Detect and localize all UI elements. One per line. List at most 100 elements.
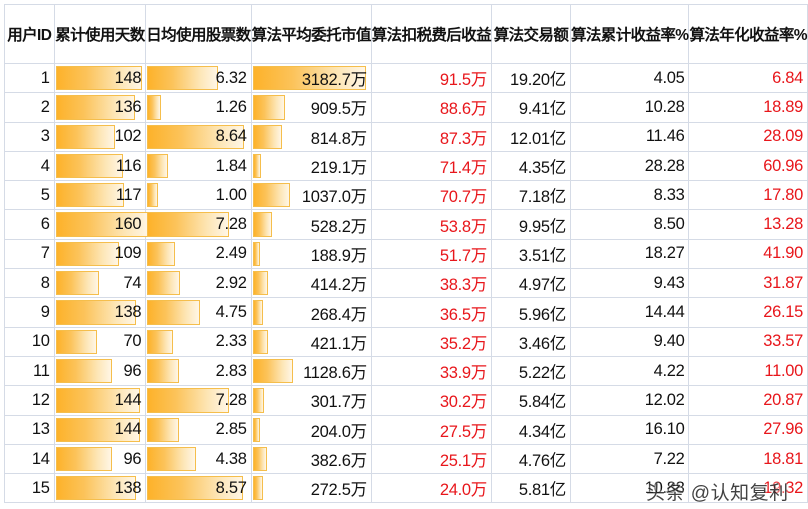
cell-user-id[interactable]: 12 bbox=[4, 385, 55, 416]
cell-user-id[interactable]: 14 bbox=[4, 443, 55, 475]
cell-net-profit[interactable]: 88.6万 bbox=[370, 92, 492, 123]
cell-cumulative-days[interactable]: 96 bbox=[53, 355, 147, 387]
cell-net-profit[interactable]: 35.2万 bbox=[370, 326, 492, 357]
cell-trade-volume[interactable]: 5.96亿 bbox=[490, 297, 572, 328]
cell-daily-stocks[interactable]: 4.75 bbox=[145, 297, 252, 328]
cell-annual-return[interactable]: 13.28 bbox=[688, 209, 808, 240]
cell-annual-return[interactable]: 60.96 bbox=[688, 150, 808, 182]
cell-cumulative-days[interactable]: 74 bbox=[53, 268, 147, 299]
cell-annual-return[interactable]: 27.96 bbox=[688, 414, 808, 445]
cell-avg-order-value[interactable]: 219.1万 bbox=[250, 150, 372, 182]
cell-avg-order-value[interactable]: 814.8万 bbox=[250, 121, 372, 152]
column-header-daily-stocks[interactable]: 日均使用股票数 bbox=[145, 4, 252, 64]
cell-avg-order-value[interactable]: 382.6万 bbox=[250, 443, 372, 475]
cell-daily-stocks[interactable]: 2.83 bbox=[145, 355, 252, 387]
cell-trade-volume[interactable]: 5.81亿 bbox=[490, 473, 572, 504]
cell-user-id[interactable]: 4 bbox=[4, 150, 55, 182]
cell-cumulative-return[interactable]: 8.50 bbox=[569, 209, 690, 240]
cell-cumulative-days[interactable]: 148 bbox=[53, 62, 147, 94]
cell-trade-volume[interactable]: 7.18亿 bbox=[490, 180, 572, 211]
cell-annual-return[interactable]: 41.90 bbox=[688, 238, 808, 270]
cell-daily-stocks[interactable]: 1.26 bbox=[145, 92, 252, 123]
cell-cumulative-return[interactable]: 10.28 bbox=[569, 92, 690, 123]
cell-user-id[interactable]: 10 bbox=[4, 326, 55, 357]
cell-avg-order-value[interactable]: 188.9万 bbox=[250, 238, 372, 270]
cell-net-profit[interactable]: 87.3万 bbox=[370, 121, 492, 152]
cell-cumulative-days[interactable]: 96 bbox=[53, 443, 147, 475]
column-header-avg-order-value[interactable]: 算法平均委托市值 bbox=[250, 4, 372, 64]
cell-annual-return[interactable]: 6.84 bbox=[688, 62, 808, 94]
cell-net-profit[interactable]: 38.3万 bbox=[370, 268, 492, 299]
cell-cumulative-return[interactable]: 4.22 bbox=[569, 355, 690, 387]
cell-user-id[interactable]: 3 bbox=[4, 121, 55, 152]
cell-avg-order-value[interactable]: 421.1万 bbox=[250, 326, 372, 357]
cell-user-id[interactable]: 5 bbox=[4, 180, 55, 211]
cell-annual-return[interactable]: 17.80 bbox=[688, 180, 808, 211]
cell-annual-return[interactable]: 20.87 bbox=[688, 385, 808, 416]
cell-trade-volume[interactable]: 5.22亿 bbox=[490, 355, 572, 387]
cell-daily-stocks[interactable]: 1.00 bbox=[145, 180, 252, 211]
cell-net-profit[interactable]: 53.8万 bbox=[370, 209, 492, 240]
cell-net-profit[interactable]: 30.2万 bbox=[370, 385, 492, 416]
cell-cumulative-return[interactable]: 14.44 bbox=[569, 297, 690, 328]
cell-cumulative-days[interactable]: 109 bbox=[53, 238, 147, 270]
cell-daily-stocks[interactable]: 8.57 bbox=[145, 473, 252, 504]
cell-cumulative-return[interactable]: 10.88 bbox=[569, 473, 690, 504]
cell-cumulative-days[interactable]: 102 bbox=[53, 121, 147, 152]
cell-avg-order-value[interactable]: 268.4万 bbox=[250, 297, 372, 328]
cell-avg-order-value[interactable]: 1128.6万 bbox=[250, 355, 372, 387]
cell-cumulative-days[interactable]: 144 bbox=[53, 385, 147, 416]
cell-trade-volume[interactable]: 4.34亿 bbox=[490, 414, 572, 445]
cell-annual-return[interactable]: 19.32 bbox=[688, 473, 808, 504]
cell-daily-stocks[interactable]: 4.38 bbox=[145, 443, 252, 475]
cell-annual-return[interactable]: 33.57 bbox=[688, 326, 808, 357]
cell-cumulative-return[interactable]: 7.22 bbox=[569, 443, 690, 475]
cell-daily-stocks[interactable]: 2.33 bbox=[145, 326, 252, 357]
cell-daily-stocks[interactable]: 6.32 bbox=[145, 62, 252, 94]
cell-trade-volume[interactable]: 19.20亿 bbox=[490, 62, 572, 94]
cell-cumulative-return[interactable]: 9.43 bbox=[569, 268, 690, 299]
column-header-annual-return[interactable]: 算法年化收益率% bbox=[688, 4, 808, 64]
cell-daily-stocks[interactable]: 2.85 bbox=[145, 414, 252, 445]
cell-cumulative-days[interactable]: 116 bbox=[53, 150, 147, 182]
cell-user-id[interactable]: 13 bbox=[4, 414, 55, 445]
cell-user-id[interactable]: 11 bbox=[4, 355, 55, 387]
cell-cumulative-days[interactable]: 70 bbox=[53, 326, 147, 357]
cell-net-profit[interactable]: 51.7万 bbox=[370, 238, 492, 270]
cell-cumulative-return[interactable]: 16.10 bbox=[569, 414, 690, 445]
cell-annual-return[interactable]: 31.87 bbox=[688, 268, 808, 299]
cell-user-id[interactable]: 15 bbox=[4, 473, 55, 504]
cell-daily-stocks[interactable]: 7.28 bbox=[145, 385, 252, 416]
cell-net-profit[interactable]: 91.5万 bbox=[370, 62, 492, 94]
cell-user-id[interactable]: 9 bbox=[4, 297, 55, 328]
cell-net-profit[interactable]: 33.9万 bbox=[370, 355, 492, 387]
cell-daily-stocks[interactable]: 7.28 bbox=[145, 209, 252, 240]
cell-trade-volume[interactable]: 3.46亿 bbox=[490, 326, 572, 357]
cell-cumulative-return[interactable]: 8.33 bbox=[569, 180, 690, 211]
cell-net-profit[interactable]: 36.5万 bbox=[370, 297, 492, 328]
cell-daily-stocks[interactable]: 1.84 bbox=[145, 150, 252, 182]
cell-cumulative-days[interactable]: 138 bbox=[53, 297, 147, 328]
cell-cumulative-return[interactable]: 11.46 bbox=[569, 121, 690, 152]
cell-avg-order-value[interactable]: 528.2万 bbox=[250, 209, 372, 240]
cell-cumulative-return[interactable]: 18.27 bbox=[569, 238, 690, 270]
cell-annual-return[interactable]: 28.09 bbox=[688, 121, 808, 152]
cell-cumulative-days[interactable]: 117 bbox=[53, 180, 147, 211]
cell-cumulative-return[interactable]: 12.02 bbox=[569, 385, 690, 416]
cell-net-profit[interactable]: 24.0万 bbox=[370, 473, 492, 504]
cell-trade-volume[interactable]: 3.51亿 bbox=[490, 238, 572, 270]
cell-avg-order-value[interactable]: 1037.0万 bbox=[250, 180, 372, 211]
cell-net-profit[interactable]: 25.1万 bbox=[370, 443, 492, 475]
cell-avg-order-value[interactable]: 204.0万 bbox=[250, 414, 372, 445]
cell-daily-stocks[interactable]: 2.92 bbox=[145, 268, 252, 299]
cell-cumulative-return[interactable]: 4.05 bbox=[569, 62, 690, 94]
cell-cumulative-return[interactable]: 9.40 bbox=[569, 326, 690, 357]
cell-annual-return[interactable]: 18.81 bbox=[688, 443, 808, 475]
column-header-net-profit[interactable]: 算法扣税费后收益 bbox=[370, 4, 492, 64]
cell-avg-order-value[interactable]: 414.2万 bbox=[250, 268, 372, 299]
cell-avg-order-value[interactable]: 301.7万 bbox=[250, 385, 372, 416]
cell-cumulative-days[interactable]: 138 bbox=[53, 473, 147, 504]
cell-user-id[interactable]: 6 bbox=[4, 209, 55, 240]
column-header-trade-volume[interactable]: 算法交易额 bbox=[490, 4, 572, 64]
cell-avg-order-value[interactable]: 909.5万 bbox=[250, 92, 372, 123]
